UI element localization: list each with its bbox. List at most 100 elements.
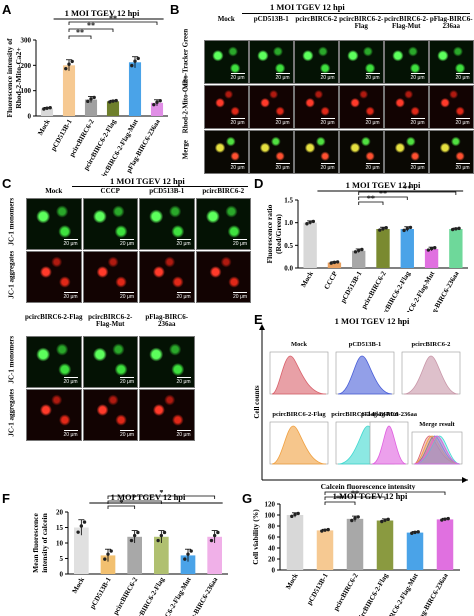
significance-mark: **: [367, 194, 375, 203]
chart-d: 1 MOI TGEV 12 hpi 0.0 0.5 1.0 1.5 Fluorescenc…: [265, 180, 468, 312]
x-tick-label: pCD513B-1: [49, 118, 74, 153]
data-point: [383, 518, 387, 522]
panel-e-header: 1 MOI TGEV 12 hpi: [335, 316, 410, 326]
scale-bar: 20 μm: [455, 165, 470, 171]
header-underline: [242, 13, 470, 14]
scale-bar: 20 μm: [176, 379, 191, 385]
significance-bracket: [68, 21, 158, 25]
data-point: [158, 98, 162, 103]
data-point: [212, 533, 217, 538]
scale-bar: 20 μm: [233, 241, 247, 247]
column-label-1: pCD513B-1: [253, 15, 289, 23]
y-tick-label: 200: [21, 62, 32, 70]
data-point: [332, 260, 337, 265]
column-label-4: pcircBIRC6-2-Flag-Mut: [384, 15, 429, 31]
significance-mark: *: [119, 498, 123, 507]
y-axis-label: Mean fluorescence: [31, 513, 40, 573]
y-tick-label: 100: [21, 87, 32, 95]
data-point: [136, 530, 140, 535]
histogram-curve: [271, 355, 327, 395]
data-point: [293, 512, 297, 517]
bar-pcircbirc6-2-flag: [400, 229, 414, 268]
bar-pcircbirc6-2-flag-mut: [406, 532, 424, 570]
row-label-top-1: JC-1 aggregates: [7, 250, 16, 299]
chart-d-header: 1 MOI TGEV 12 hpi: [346, 180, 421, 190]
histogram-curve: [337, 355, 393, 395]
data-point: [326, 527, 330, 532]
bar-pcircbirc6-2-flag-mut: [128, 62, 142, 116]
significance-mark: **: [87, 21, 95, 30]
x-tick-label: Mock: [71, 576, 87, 595]
panel-letter-f: F: [2, 491, 10, 506]
column-label-0: Mock: [217, 15, 235, 23]
data-point: [186, 552, 190, 556]
column-label-bottom-0: pcircBIRC6-2-Flag: [25, 313, 83, 321]
data-point: [162, 530, 167, 535]
data-point: [413, 530, 417, 535]
chart-a-header: 1 MOI TGEV 12 hpi: [65, 8, 140, 18]
data-point: [433, 245, 437, 250]
scale-bar: 20 μm: [320, 75, 335, 81]
chart-f-header: 1 MOI TGEV 12 hpi: [111, 492, 186, 502]
significance-bracket: [358, 191, 457, 195]
significance-mark: **: [336, 494, 344, 503]
data-point: [405, 226, 409, 231]
scale-bar: 20 μm: [63, 432, 78, 438]
significance-bracket: [324, 491, 446, 495]
micrograph-tile: 20 μm: [204, 85, 249, 129]
data-point: [106, 552, 110, 556]
scale-bar: 20 μm: [365, 120, 380, 126]
x-tick-label: pCD513B-1: [88, 576, 113, 611]
bar-pflag-birc6-236aa: [436, 519, 454, 570]
panel-e-flow-histograms: 1 MOI TGEV 12 hpi Cell counts Calcein fluo…: [254, 316, 468, 490]
bar-pcircbirc6-2: [376, 229, 390, 268]
data-point: [290, 514, 294, 519]
data-point: [381, 226, 385, 231]
micrograph-tile: 20 μm: [139, 336, 195, 388]
histogram-curve: [413, 435, 461, 465]
micrograph-tile: 20 μm: [339, 130, 384, 174]
scale-bar: 20 μm: [410, 120, 425, 126]
significance-mark: **: [351, 490, 359, 498]
bar-pflag-birc6-236aa: [207, 536, 222, 574]
column-label-top-0: Mock: [45, 187, 63, 195]
significance-bracket: [324, 501, 356, 505]
bar-cccp: [327, 262, 342, 268]
panel-c-microscopy-grid: 1 MOI TGEV 12 hpi Mock CCCP pCD513B-1 pcircB…: [0, 176, 254, 490]
header-underline: [72, 186, 248, 187]
scale-bar: 20 μm: [275, 165, 290, 171]
scale-bar: 20 μm: [275, 120, 290, 126]
micrograph-tile: 20 μm: [195, 198, 251, 250]
scale-bar: 20 μm: [230, 75, 245, 81]
y-tick-label: 0: [28, 113, 32, 121]
significance-bracket: [107, 495, 216, 499]
y-tick-label: 120: [265, 501, 276, 509]
data-point: [402, 228, 406, 233]
micrograph-tile: 20 μm: [339, 85, 384, 129]
panel-b-microscopy-grid: 1 MOI TGEV 12 hpi Mock pCD513B-1 pcircBIRC6…: [170, 0, 474, 176]
scale-bar: 20 μm: [120, 241, 134, 247]
panel-letter-g: G: [242, 491, 253, 506]
data-point: [48, 105, 52, 110]
data-point: [114, 98, 118, 103]
data-point: [92, 95, 96, 100]
data-point: [416, 530, 420, 534]
y-tick-label: 40: [268, 545, 276, 553]
significance-bracket: [324, 496, 386, 500]
data-point: [429, 246, 434, 251]
y-axis-label: Fluorescence intensity of: [5, 38, 14, 118]
histogram-label: Mock: [291, 341, 307, 348]
significance-mark: **: [379, 189, 387, 198]
significance-bracket: [358, 201, 384, 205]
data-point: [108, 100, 112, 104]
micrograph-tile: 20 μm: [384, 85, 429, 129]
x-tick-label: pCD513B-1: [305, 572, 330, 607]
scale-bar: 20 μm: [176, 294, 191, 300]
data-point: [360, 247, 364, 252]
column-label-top-1: CCCP: [100, 187, 120, 195]
data-point: [89, 97, 93, 101]
bar-pcircbirc6-2: [346, 518, 364, 570]
micrograph-tile: 20 μm: [82, 251, 138, 303]
micrograph-tile: 20 μm: [249, 130, 294, 174]
data-point: [70, 59, 74, 64]
